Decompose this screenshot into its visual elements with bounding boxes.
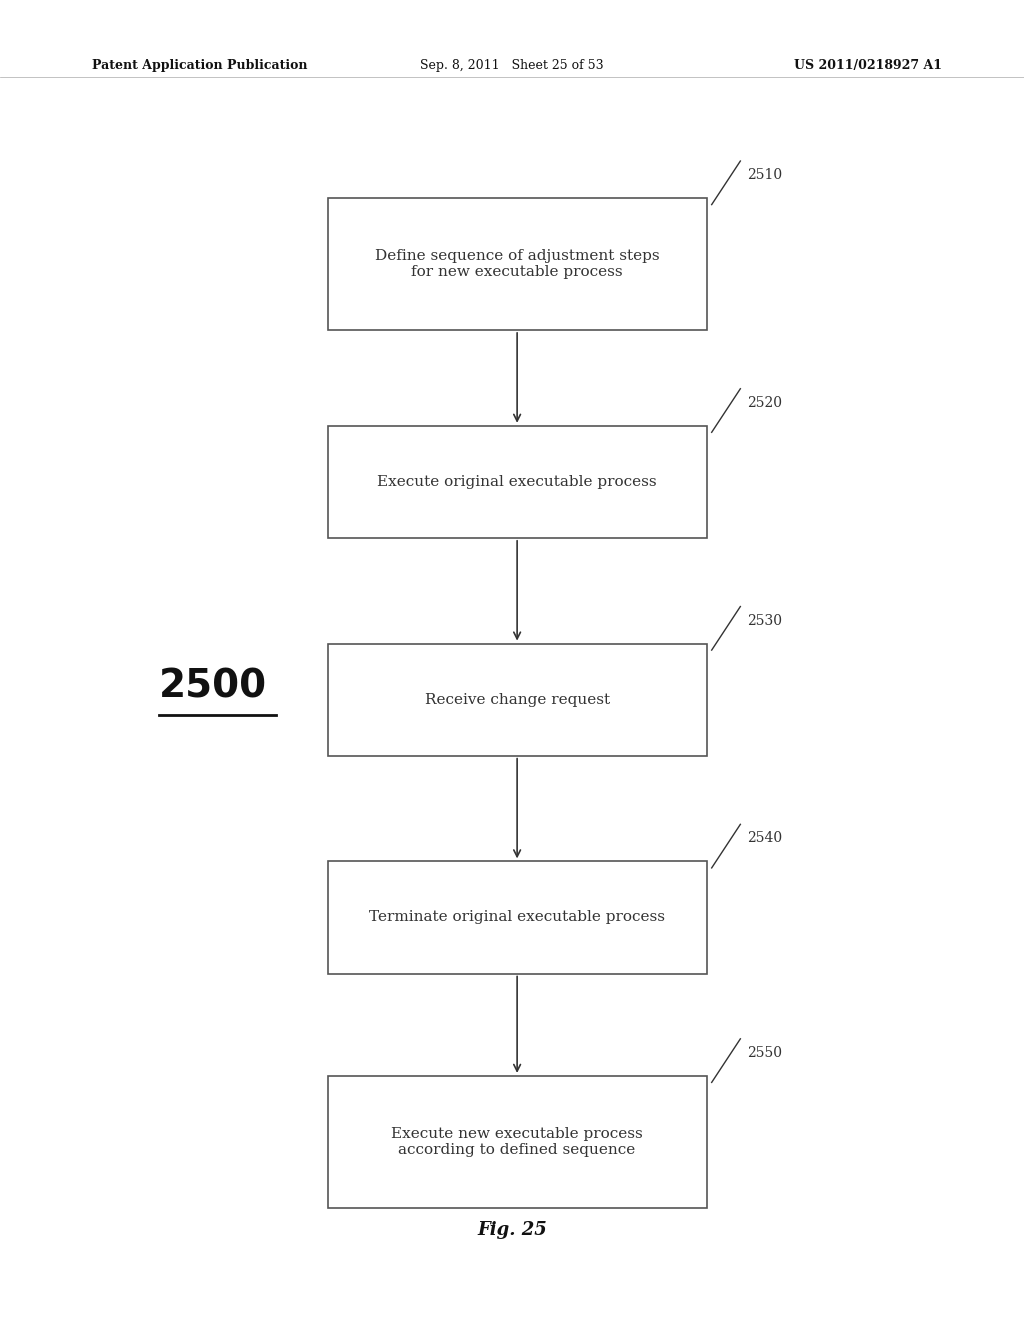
FancyBboxPatch shape bbox=[328, 425, 707, 539]
FancyBboxPatch shape bbox=[328, 1076, 707, 1208]
Text: US 2011/0218927 A1: US 2011/0218927 A1 bbox=[794, 59, 942, 73]
Text: 2530: 2530 bbox=[748, 614, 782, 628]
Text: Receive change request: Receive change request bbox=[425, 693, 609, 706]
FancyBboxPatch shape bbox=[328, 198, 707, 330]
Text: Sep. 8, 2011   Sheet 25 of 53: Sep. 8, 2011 Sheet 25 of 53 bbox=[420, 59, 604, 73]
Text: 2520: 2520 bbox=[748, 396, 782, 409]
Text: 2500: 2500 bbox=[159, 668, 267, 705]
Text: 2540: 2540 bbox=[748, 832, 782, 846]
FancyBboxPatch shape bbox=[328, 644, 707, 755]
Text: Fig. 25: Fig. 25 bbox=[477, 1221, 547, 1239]
Text: Terminate original executable process: Terminate original executable process bbox=[369, 911, 666, 924]
Text: Define sequence of adjustment steps
for new executable process: Define sequence of adjustment steps for … bbox=[375, 249, 659, 279]
FancyBboxPatch shape bbox=[328, 861, 707, 974]
Text: Patent Application Publication: Patent Application Publication bbox=[92, 59, 307, 73]
Text: 2510: 2510 bbox=[748, 168, 782, 182]
Text: Execute new executable process
according to defined sequence: Execute new executable process according… bbox=[391, 1127, 643, 1156]
Text: Execute original executable process: Execute original executable process bbox=[377, 475, 657, 488]
Text: 2550: 2550 bbox=[748, 1045, 782, 1060]
